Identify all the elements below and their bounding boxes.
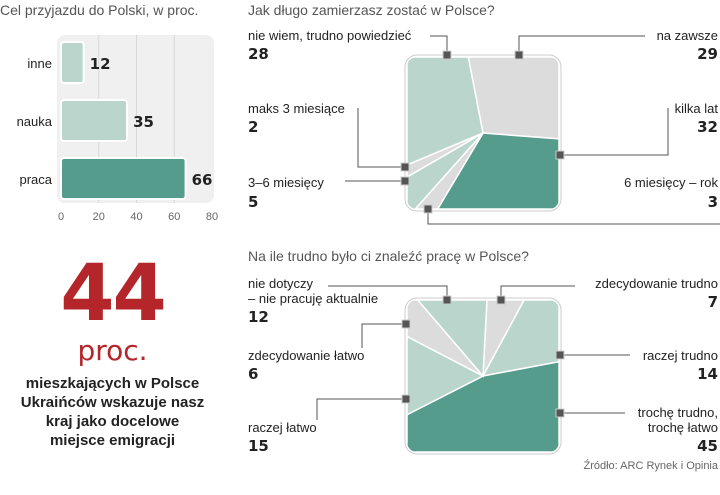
pie2-chart (316, 285, 630, 455)
leader-line (361, 323, 406, 348)
x-tick-label: 60 (168, 211, 180, 223)
data-label: 12 (90, 55, 111, 73)
leader-marker (514, 50, 524, 60)
x-tick-label: 0 (58, 211, 64, 223)
label-line: nie dotyczy (248, 276, 314, 291)
highlight-unit: proc. (77, 334, 148, 367)
leader-line (427, 209, 720, 225)
label-line: trochę łatwo (647, 420, 718, 435)
leader-marker (442, 50, 452, 60)
pie1-value: 32 (697, 118, 718, 136)
desc-line: miejsce emigracji (49, 432, 176, 449)
pie2-label: raczej trudno (642, 348, 718, 363)
desc-line: mieszkających w Polsce (25, 375, 200, 392)
pie1-value: 2 (248, 118, 259, 136)
leader-marker (555, 350, 565, 360)
bar (60, 99, 129, 142)
pie1-value: 5 (248, 193, 259, 211)
leader-line (500, 285, 575, 300)
desc-line: Ukraińców wskazuje nasz (20, 394, 205, 411)
leader-marker (496, 295, 506, 305)
pie1-value: 3 (707, 193, 718, 211)
leader-marker (423, 204, 433, 214)
source-note: Źródło: ARC Rynek i Opinia (583, 460, 719, 472)
x-tick-label: 80 (206, 211, 218, 223)
leader-line (328, 285, 448, 300)
pie2-value: 14 (697, 365, 718, 383)
leader-line (518, 35, 645, 55)
leader-marker (401, 394, 411, 404)
leader-marker (400, 162, 410, 172)
bar (60, 41, 85, 84)
pie-slice (407, 360, 559, 452)
x-tick-label: 40 (130, 211, 142, 223)
pie2-label: zdecydowanie łatwo (248, 348, 365, 363)
pie-slices (407, 300, 559, 452)
data-label: 66 (192, 171, 213, 189)
bar (60, 157, 187, 200)
x-tick-label: 20 (93, 211, 105, 223)
pie2-value: 45 (697, 437, 718, 455)
pie1-label: maks 3 miesiące (248, 101, 345, 116)
pie-slices (407, 57, 559, 209)
pie1-label: 6 miesięcy – rok (624, 175, 718, 190)
desc-line: kraj jako docelowe (45, 413, 180, 430)
pie2-label: raczej łatwo (248, 420, 317, 435)
pie1-label: kilka lat (674, 101, 718, 116)
pie1-label: nie wiem, trudno powiedzieć (248, 28, 412, 43)
category-label: inne (27, 56, 52, 71)
leader-line (560, 108, 669, 156)
pie1-label: 3–6 miesięcy (248, 175, 324, 190)
pie-slice (407, 57, 484, 167)
pie2-label: trochę trudno, trochę łatwo (638, 405, 718, 435)
leader-marker (555, 408, 565, 418)
pie2-label: zdecydowanie trudno (595, 276, 718, 291)
pie1-value: 28 (248, 45, 269, 63)
label-line: trochę trudno, (637, 405, 718, 420)
bar-chart: 0 20 40 60 80 inne 12 nauka 35 praca 66 (17, 35, 218, 223)
pie2-value: 15 (248, 437, 269, 455)
leader-line (316, 398, 406, 420)
pie1-label: na zawsze (656, 28, 718, 43)
category-label: nauka (17, 114, 53, 129)
pie2-value: 12 (248, 308, 269, 326)
leader-marker (555, 150, 565, 160)
pie1-value: 29 (697, 45, 718, 63)
label-line: – nie pracuję aktualnie (248, 291, 379, 306)
leader-marker (442, 295, 452, 305)
pie2-label: nie dotyczy – nie pracuję aktualnie (248, 276, 378, 306)
leader-marker (401, 319, 411, 329)
highlight-number: 44 (60, 249, 167, 339)
pie2-title: Na ile trudno było ci znaleźć pracę w Po… (248, 248, 529, 264)
pie2-value: 6 (248, 365, 259, 383)
bar-chart-title: Cel przyjazdu do Polski, w proc. (0, 2, 199, 18)
leader-line (430, 35, 448, 55)
pie-slice (416, 300, 488, 378)
pie2-value: 7 (707, 293, 718, 311)
data-label: 35 (133, 113, 154, 131)
pie1-chart (345, 35, 720, 225)
highlight-description: mieszkających w Polsce Ukraińców wskazuj… (0, 374, 225, 450)
leader-marker (400, 176, 410, 186)
pie1-title: Jak długo zamierzasz zostać w Polsce? (248, 2, 495, 18)
category-label: praca (19, 172, 52, 187)
leader-line (357, 108, 405, 168)
